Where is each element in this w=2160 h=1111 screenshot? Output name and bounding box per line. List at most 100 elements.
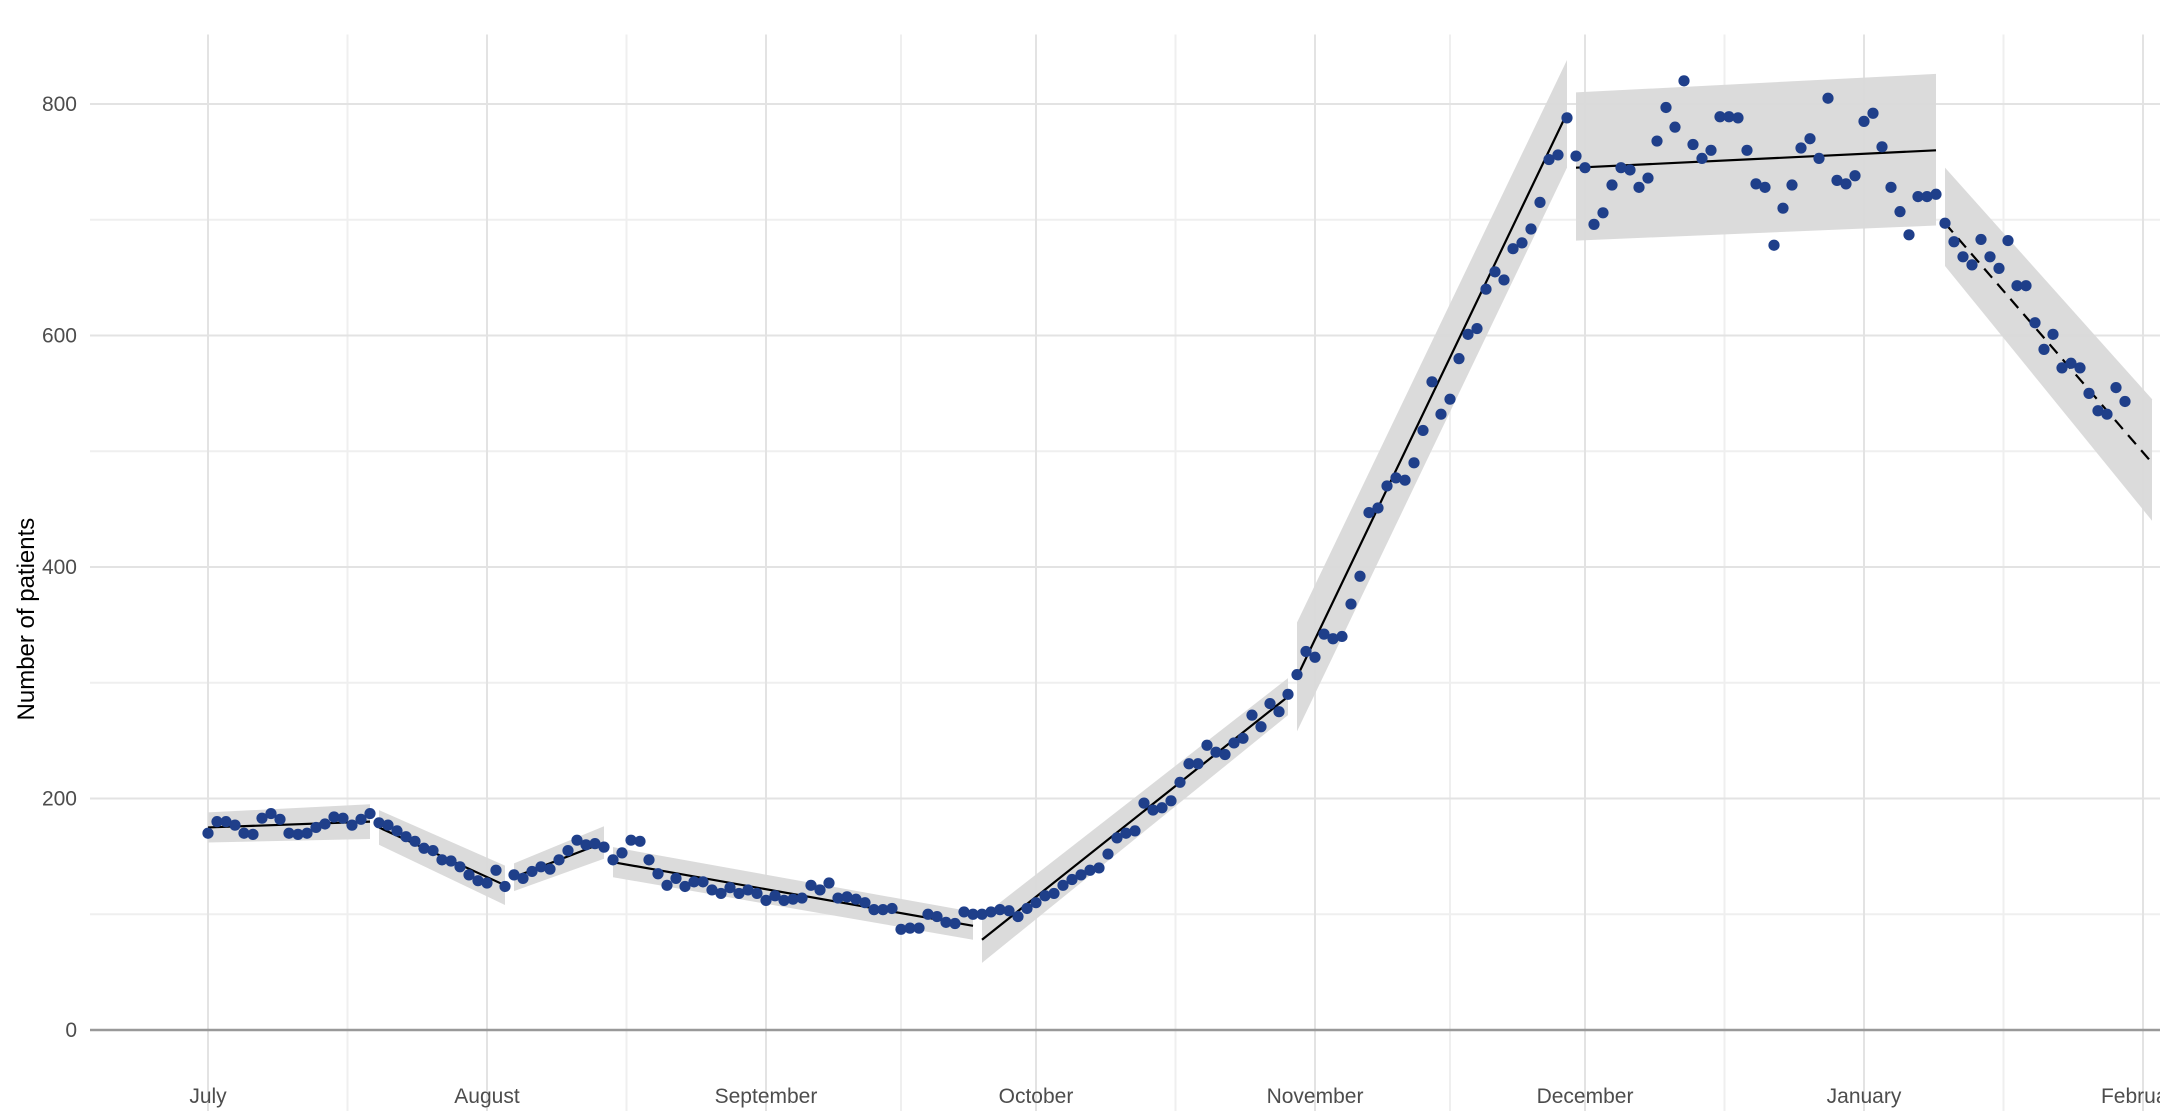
data-point <box>265 807 277 820</box>
data-point <box>1741 144 1753 156</box>
data-point <box>1066 873 1078 886</box>
data-point <box>1471 322 1483 335</box>
confidence-band <box>1945 167 2152 521</box>
data-point <box>679 880 691 893</box>
data-point <box>1615 162 1627 174</box>
data-point <box>319 818 331 830</box>
data-point <box>1714 111 1726 123</box>
data-point <box>472 875 484 887</box>
data-point <box>517 872 529 884</box>
data-point <box>1039 890 1051 902</box>
data-point <box>1705 144 1717 156</box>
data-point <box>841 891 853 903</box>
data-point <box>418 842 430 854</box>
y-axis-title: Number of patients <box>13 518 40 721</box>
data-point <box>211 816 223 828</box>
data-point <box>526 865 538 878</box>
data-point <box>427 844 439 857</box>
data-point <box>1165 795 1177 807</box>
data-point <box>796 892 808 904</box>
data-point <box>409 835 421 847</box>
data-point <box>2038 343 2050 355</box>
data-point <box>1012 910 1024 923</box>
data-point <box>445 855 457 867</box>
data-point <box>742 884 754 896</box>
data-point <box>688 876 700 888</box>
data-point <box>1426 376 1438 388</box>
data-point <box>1183 758 1195 770</box>
data-point <box>1408 457 1420 469</box>
data-point <box>706 884 718 896</box>
data-point <box>1417 424 1429 437</box>
data-point <box>1093 862 1105 874</box>
data-point <box>454 861 466 873</box>
x-tick-label: August <box>454 1085 520 1108</box>
y-tick-label: 400 <box>42 556 77 579</box>
data-point <box>1579 162 1591 174</box>
data-point <box>562 844 574 857</box>
data-point <box>337 812 349 824</box>
data-point <box>2065 357 2077 369</box>
data-point <box>571 834 583 846</box>
data-point <box>463 869 475 881</box>
data-point <box>1300 645 1312 658</box>
data-point <box>1867 107 1879 119</box>
data-point <box>589 838 601 850</box>
data-point <box>976 908 988 920</box>
data-point <box>2101 408 2113 420</box>
data-point <box>625 834 637 846</box>
data-point <box>1399 474 1411 486</box>
data-point <box>1291 669 1303 681</box>
data-point <box>814 884 826 896</box>
data-point <box>535 861 547 873</box>
data-point <box>481 877 493 889</box>
data-point <box>310 821 322 834</box>
data-point <box>1156 802 1168 814</box>
x-tick-label: November <box>1267 1085 1364 1108</box>
data-point <box>1660 101 1672 114</box>
data-point <box>1642 172 1654 184</box>
data-point <box>769 890 781 902</box>
data-point <box>1561 112 1573 124</box>
data-point <box>823 877 835 889</box>
data-point <box>1318 628 1330 640</box>
data-point <box>886 902 898 915</box>
x-tick-label: December <box>1537 1085 1634 1108</box>
data-point <box>544 863 556 875</box>
data-point <box>1327 633 1339 645</box>
x-tick-label: July <box>189 1085 227 1108</box>
data-point <box>1453 353 1465 365</box>
data-point <box>1219 748 1231 761</box>
data-point <box>1939 217 1951 229</box>
confidence-bands <box>208 60 2152 963</box>
data-point <box>283 827 295 839</box>
data-point <box>1048 887 1060 900</box>
data-point <box>697 876 709 888</box>
data-point <box>958 906 970 918</box>
data-point <box>355 813 367 825</box>
data-point <box>1975 233 1987 246</box>
data-point <box>670 872 682 884</box>
data-point <box>661 879 673 891</box>
data-point <box>2110 381 2122 394</box>
data-point <box>607 854 619 866</box>
data-point <box>1498 274 1510 286</box>
data-point <box>1210 746 1222 758</box>
data-point <box>1345 598 1357 610</box>
trend-lines <box>207 112 2153 941</box>
data-point <box>1228 737 1240 749</box>
data-point <box>1885 181 1897 193</box>
data-point <box>490 864 502 876</box>
data-point <box>1984 251 1996 263</box>
data-point <box>913 922 925 934</box>
data-point <box>778 894 790 906</box>
data-point <box>1633 181 1645 193</box>
x-tick-label: September <box>715 1085 818 1108</box>
data-point <box>1354 570 1366 582</box>
data-point <box>1732 112 1744 124</box>
data-point <box>1021 902 1033 915</box>
data-point <box>1786 179 1798 191</box>
data-point <box>1273 706 1285 718</box>
